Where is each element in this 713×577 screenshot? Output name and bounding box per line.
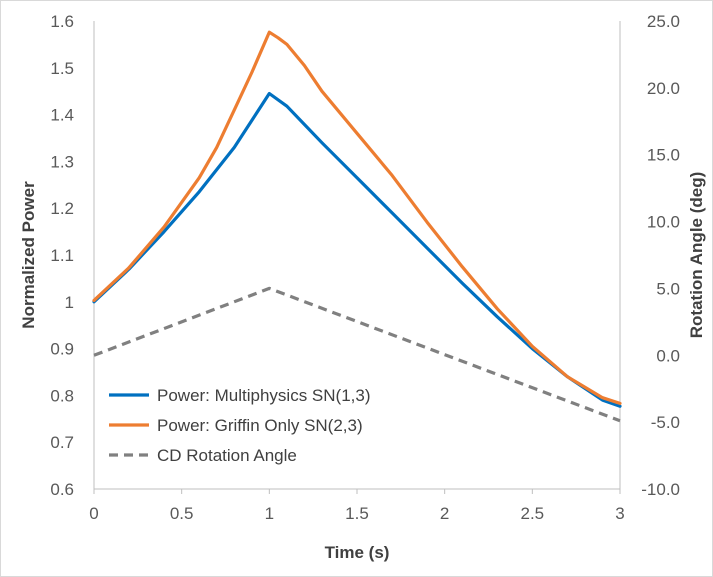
x-tick-label: 2 [440, 504, 449, 523]
legend-label-1: Power: Multiphysics SN(1,3) [157, 386, 371, 405]
y-tick-label: 0.8 [50, 386, 74, 405]
y-tick-label: 1.6 [50, 12, 74, 31]
x-tick-label: 3 [615, 504, 624, 523]
y2-axis-title: Rotation Angle (deg) [687, 172, 706, 339]
y-tick-label: 1.2 [50, 199, 74, 218]
y2-tick-label: 0.0 [656, 346, 680, 365]
series-line-3 [93, 286, 621, 423]
y2-tick-label: 5.0 [656, 279, 680, 298]
x-tick-label: 0 [89, 504, 98, 523]
series-line-2 [92, 30, 622, 405]
y-axis-title: Normalized Power [19, 181, 38, 329]
y-tick-label: 1.3 [50, 152, 74, 171]
legend-label-3: CD Rotation Angle [157, 446, 297, 465]
x-tick-label: 1.5 [345, 504, 369, 523]
axes: 0 0.5 1 1.5 2 2.5 3 0.6 0.7 0.8 0.9 1 1.1 1.2 1.3 1.4 1.… [50, 12, 680, 523]
y2-tick-label: 25.0 [647, 12, 680, 31]
y-tick-label: 1.1 [50, 246, 74, 265]
y2-tick-label: 10.0 [647, 213, 680, 232]
legend: Power: Multiphysics SN(1,3) Power: Griffi… [109, 386, 371, 465]
series-line-1 [92, 91, 622, 408]
x-tick-label: 2.5 [521, 504, 545, 523]
y-tick-label: 0.6 [50, 480, 74, 499]
x-tick-label: 1 [265, 504, 274, 523]
y2-tick-label: 20.0 [647, 79, 680, 98]
x-tick-label: 0.5 [170, 504, 194, 523]
y-tick-label: 1.5 [50, 59, 74, 78]
y-tick-label: 0.7 [50, 433, 74, 452]
y-tick-label: 1.4 [50, 106, 74, 125]
y2-tick-label: -10.0 [641, 480, 680, 499]
legend-label-2: Power: Griffin Only SN(2,3) [157, 416, 363, 435]
series-layer [92, 30, 622, 423]
y2-tick-label: -5.0 [651, 413, 680, 432]
y-tick-label: 1 [65, 293, 74, 312]
x-axis-title: Time (s) [325, 543, 390, 562]
y2-tick-label: 15.0 [647, 146, 680, 165]
y-tick-label: 0.9 [50, 340, 74, 359]
